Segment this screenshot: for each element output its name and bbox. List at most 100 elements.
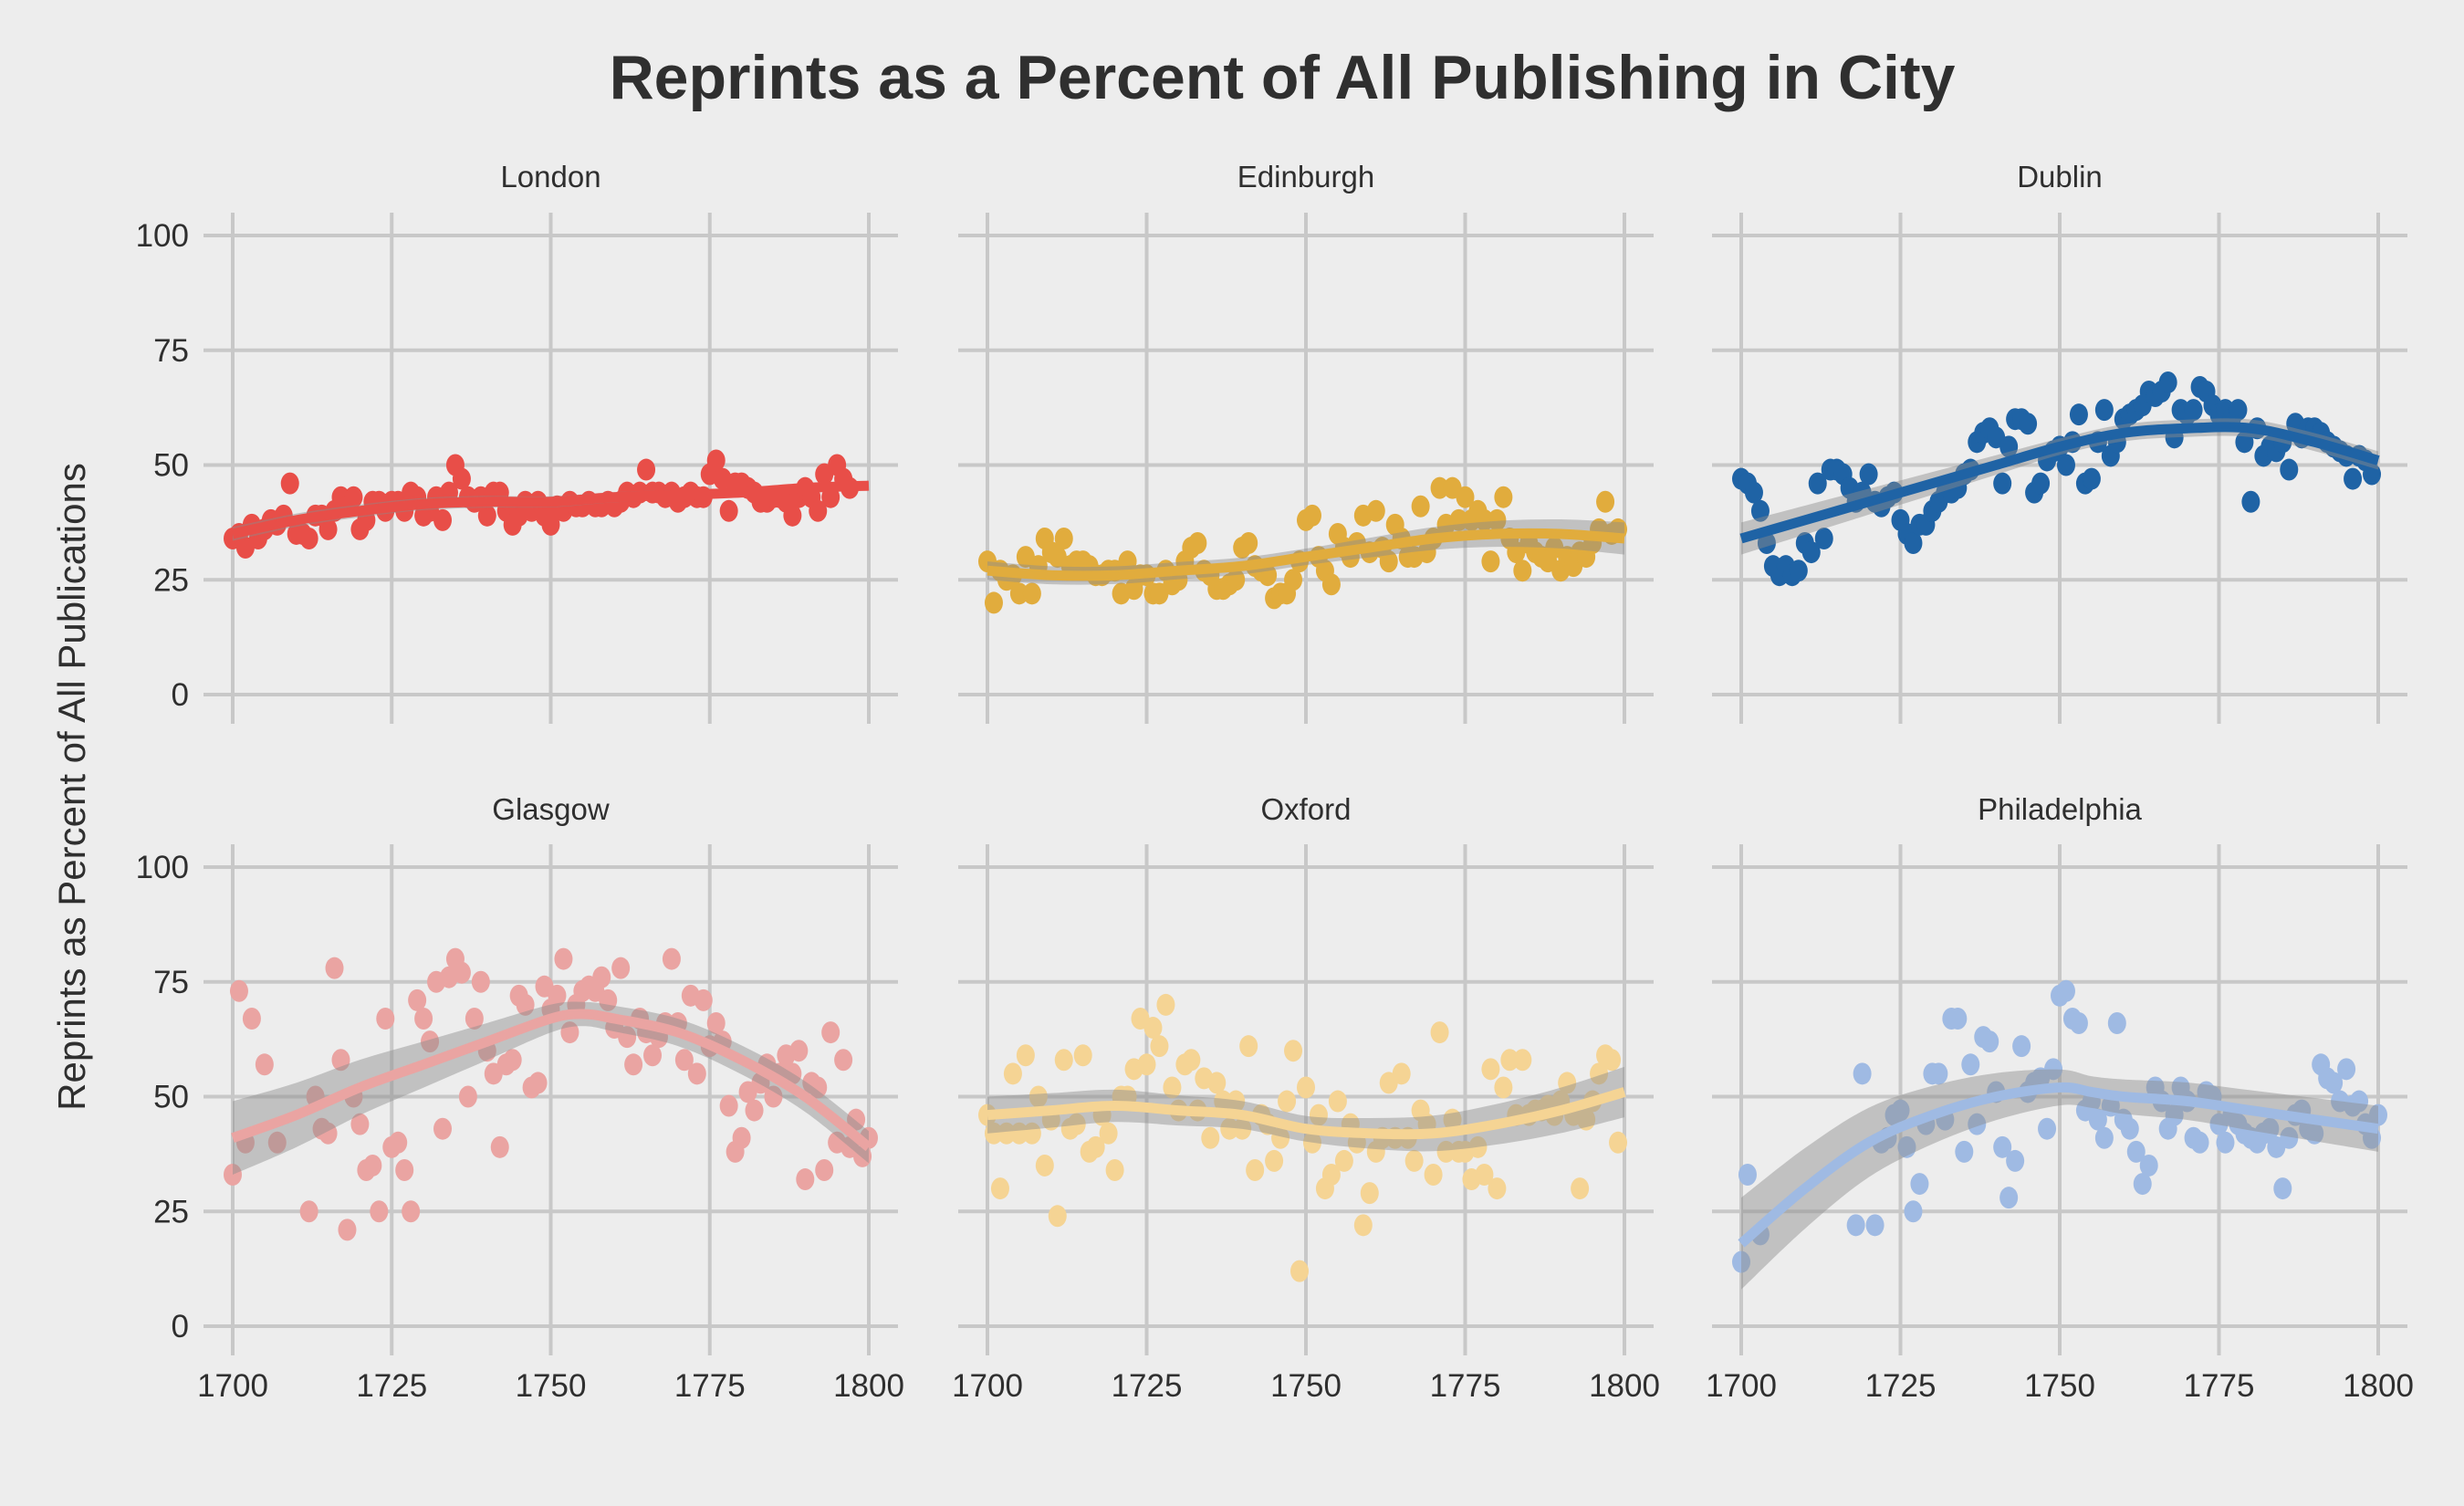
x-tick-label: 1700 [952,1368,1023,1404]
data-point [1609,1131,1628,1154]
data-point [1022,582,1041,605]
data-point [452,467,471,490]
data-point [1475,508,1494,531]
data-point [1353,1214,1373,1237]
data-point [1948,1007,1968,1030]
data-point [1048,1205,1067,1228]
data-point [1201,1126,1220,1149]
data-point [1214,1090,1233,1113]
data-point [1150,1035,1169,1058]
data-point [1744,481,1763,504]
data-point [1227,569,1246,591]
data-point [516,993,535,1016]
data-point [1961,1053,1980,1076]
data-point [1449,508,1468,531]
data-point [834,1049,853,1072]
y-tick-label: 75 [153,965,189,1000]
data-point [1009,1122,1028,1145]
y-tick-label: 100 [136,218,189,254]
data-point [2069,1012,2088,1035]
data-point [1436,1140,1456,1163]
data-point [1814,527,1833,549]
data-point [2044,1058,2063,1081]
data-point [809,1076,828,1099]
facet-glasgow: Glasgow 0 25 50 75 100 1700 1725 1750 1775 1800 [136,792,904,1404]
data-point [687,1062,706,1085]
data-point [318,518,338,540]
data-point [2038,1117,2057,1140]
y-tick-label: 0 [172,677,189,713]
y-tick-label: 50 [153,448,189,484]
data-point [554,947,573,970]
data-point [1732,1250,1750,1273]
x-tick-label: 1750 [516,1368,587,1404]
data-point [1904,532,1923,555]
data-point [2094,1126,2114,1149]
data-point [1808,472,1827,495]
data-point [1067,1113,1086,1135]
facet-label: Philadelphia [1978,792,2142,826]
data-point [809,499,828,522]
trend-line [1738,1082,2379,1248]
data-point [618,1026,637,1049]
data-point [2006,1149,2025,1172]
data-point [1227,1090,1246,1113]
x-tick-label: 1725 [1112,1368,1183,1404]
data-point [783,504,802,527]
data-point [997,1122,1016,1145]
data-point [1853,1062,1872,1085]
data-point [1500,1049,1519,1072]
data-point [2363,463,2382,486]
data-point [1258,564,1278,587]
data-point [1156,993,1175,1016]
facet-label: Dublin [2017,160,2103,193]
data-point [1910,1173,1929,1196]
data-point [611,957,631,979]
data-point [1596,490,1615,513]
data-point [719,1094,738,1117]
data-point [376,1007,395,1030]
data-point [1513,1049,1532,1072]
data-point [433,1117,453,1140]
data-point [1865,1214,1885,1237]
data-point [1929,1062,1948,1085]
data-point [1233,1117,1252,1140]
data-point [325,957,344,979]
data-point [541,513,560,536]
data-point [1035,1154,1054,1177]
data-point [990,1177,1009,1200]
data-point [1904,1200,1923,1223]
data-point [490,1135,509,1158]
data-point [2273,1177,2292,1200]
data-point [2235,431,2254,454]
data-point [255,1053,274,1076]
data-point [2190,1131,2209,1154]
trend-line [231,1009,872,1152]
data-point [2369,1103,2387,1126]
data-point [853,1145,872,1167]
data-point [984,1122,1003,1145]
data-point [1334,1149,1353,1172]
y-tick-label: 100 [136,850,189,885]
data-point [1571,1177,1590,1200]
data-point [706,449,726,472]
data-point [2344,467,2363,490]
data-point [224,1164,242,1187]
data-point [1086,1135,1105,1158]
data-point [2165,1103,2184,1126]
x-tick-label: 1800 [1589,1368,1660,1404]
data-point [338,1218,357,1241]
data-point [421,1030,440,1053]
data-point [637,458,656,481]
data-point [458,1085,477,1108]
data-point [1284,569,1303,591]
data-point [299,1200,318,1223]
data-point [1143,1017,1163,1040]
data-point [789,1040,809,1062]
data-point [1271,1126,1290,1149]
data-point [1099,1122,1118,1145]
data-point [1016,1044,1035,1067]
data-point [1022,1122,1041,1145]
data-point [1430,476,1449,499]
data-point [1284,1040,1303,1062]
